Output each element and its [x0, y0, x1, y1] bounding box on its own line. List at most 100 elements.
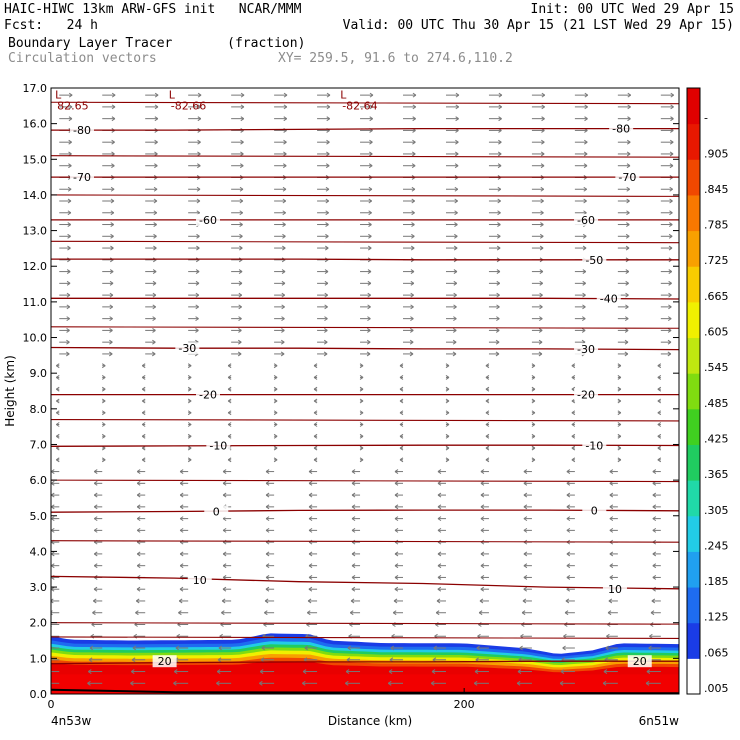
vector-head: [399, 445, 404, 451]
vector-head: [617, 457, 622, 463]
vector-head: [412, 116, 416, 122]
vector-head: [609, 575, 614, 580]
vector-head: [495, 339, 500, 345]
contour-label: -70: [73, 171, 91, 184]
vector-head: [67, 186, 72, 192]
vector-head: [101, 386, 106, 392]
vector-head: [324, 292, 329, 298]
vector-head: [313, 422, 318, 427]
vector-head: [667, 351, 672, 357]
vector-head: [498, 104, 503, 110]
vector-head: [582, 304, 586, 310]
vector-head: [323, 339, 328, 345]
vector-head: [411, 151, 416, 157]
vector-head: [445, 410, 450, 416]
vector-head: [141, 433, 146, 439]
vector-head: [239, 163, 244, 169]
vector-head: [227, 457, 232, 463]
vector-head: [410, 304, 414, 310]
vector-head: [669, 198, 673, 204]
vector-head: [609, 469, 614, 474]
vector-head: [617, 386, 622, 392]
vector-head: [437, 516, 442, 522]
contour-label-bg: [204, 505, 229, 518]
vector-head: [452, 351, 457, 357]
vector-head: [109, 292, 114, 298]
vector-head: [602, 680, 607, 686]
vector-head: [445, 445, 450, 451]
vector-head: [351, 516, 356, 522]
vector-head: [197, 139, 201, 145]
vector-head: [359, 433, 364, 439]
contour-label-bg: [582, 253, 607, 266]
vector-head: [179, 563, 184, 569]
vector-head: [626, 210, 630, 216]
vector-head: [227, 422, 232, 427]
vector-head: [173, 669, 178, 674]
vector-head: [497, 163, 502, 169]
vector-head: [668, 280, 672, 286]
vector-head: [582, 245, 587, 251]
vector-head: [325, 163, 330, 169]
vector-head: [369, 104, 374, 110]
vector-head: [411, 163, 416, 169]
vector-head: [495, 327, 500, 333]
vector-head: [282, 186, 287, 192]
vector-head: [625, 245, 630, 251]
vector-head: [67, 233, 71, 239]
temperature-contour: [51, 326, 679, 329]
vector-head: [625, 292, 629, 298]
low-marker: L: [55, 89, 62, 102]
vector-head: [455, 116, 459, 122]
vector-head: [222, 527, 227, 533]
vector-head: [445, 398, 450, 404]
contour-label: -40: [600, 292, 618, 305]
cross-section-endpoints: XY= 259.5, 91.6 to 274.6,110.2: [278, 51, 513, 66]
vector-head: [368, 198, 373, 204]
vector-head: [179, 492, 184, 498]
vector-head: [109, 327, 113, 333]
vector-head: [670, 92, 675, 98]
vector-head: [51, 469, 55, 474]
vector-head: [646, 669, 651, 674]
vector-head: [497, 210, 501, 216]
vector-head: [523, 469, 528, 474]
vector-head: [222, 480, 227, 486]
vector-head: [151, 351, 156, 357]
vector-head: [609, 551, 614, 557]
vector-head: [367, 269, 372, 274]
vector-head: [196, 245, 200, 251]
colorbar-swatch: [687, 373, 700, 410]
vector-head: [239, 233, 243, 239]
vector-head: [308, 480, 313, 486]
vector-head: [437, 527, 442, 533]
vector-head: [109, 316, 113, 322]
vector-head: [539, 280, 544, 286]
vector-head: [66, 316, 70, 322]
circulation-vectors: [51, 92, 675, 686]
vector-head: [410, 327, 414, 333]
vector-head: [368, 186, 373, 192]
vector-head: [351, 504, 356, 510]
vector-head: [313, 457, 318, 463]
vector-head: [101, 457, 106, 463]
vector-head: [308, 516, 313, 522]
vector-head: [111, 116, 116, 122]
vector-head: [412, 139, 416, 145]
vector-head: [516, 680, 521, 686]
vector-head: [523, 551, 528, 557]
contour-label: -60: [199, 214, 217, 227]
vector-head: [669, 222, 673, 227]
low-marker: L: [340, 89, 347, 102]
forecast-hour: Fcst: 24 h: [4, 18, 98, 33]
vector-head: [496, 245, 501, 251]
vector-head: [521, 610, 526, 616]
vector-head: [410, 245, 415, 251]
contour-label-bg: [69, 124, 94, 137]
vector-head: [135, 610, 139, 616]
vector-head: [669, 151, 674, 157]
contour-label: 20: [633, 655, 647, 668]
vector-head: [531, 398, 536, 404]
vector-head: [187, 457, 192, 463]
vector-head: [367, 316, 371, 322]
